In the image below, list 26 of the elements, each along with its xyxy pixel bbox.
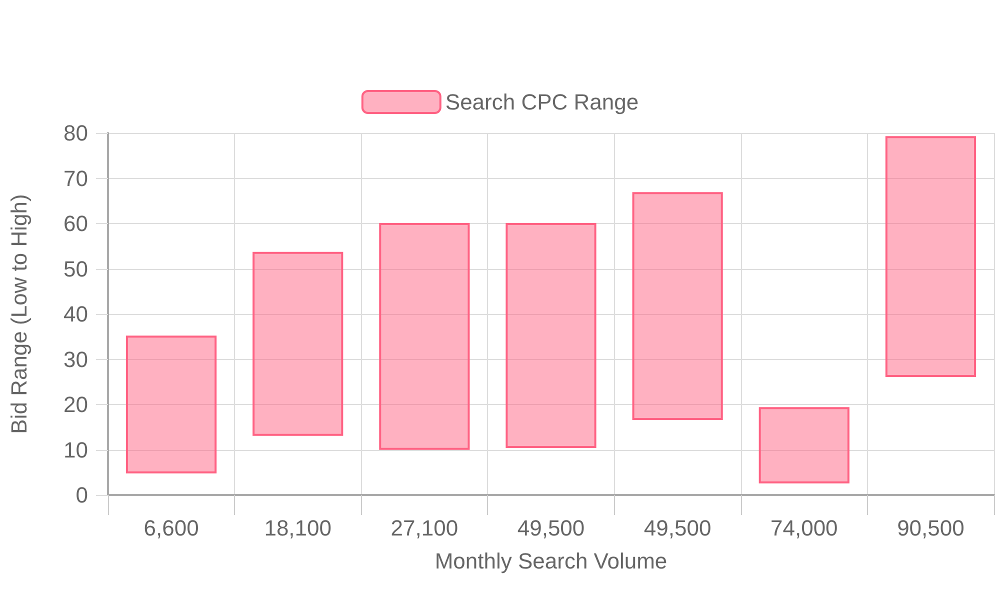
x-tick-label: 49,500 <box>517 516 585 540</box>
legend-label: Search CPC Range <box>445 90 639 114</box>
x-tick-label: 18,100 <box>264 516 332 540</box>
y-tick-label: 20 <box>64 392 88 417</box>
y-tick-label: 50 <box>64 256 88 282</box>
x-tick-label: 90,500 <box>897 516 964 540</box>
bar <box>126 336 217 474</box>
bar <box>885 136 976 377</box>
x-tick-label: 49,500 <box>644 516 712 540</box>
bar <box>379 222 470 450</box>
bar <box>758 407 850 484</box>
x-tick-label: 6,600 <box>144 516 199 540</box>
y-tick-label: 30 <box>64 346 88 372</box>
y-tick-label: 70 <box>64 166 88 191</box>
x-tick-label: 74,000 <box>770 516 838 540</box>
x-axis-title: Monthly Search Volume <box>434 548 668 574</box>
y-tick-label: 0 <box>76 482 88 508</box>
y-tick-label: 10 <box>64 437 88 462</box>
bar <box>252 252 344 436</box>
y-tick-label: 60 <box>64 211 88 236</box>
y-axis-title: Bid Range (Low to High) <box>6 194 32 434</box>
bar <box>632 192 723 420</box>
y-tick-label: 40 <box>64 302 88 326</box>
x-tick-label: 27,100 <box>390 516 458 540</box>
y-tick-label: 80 <box>64 120 88 146</box>
bar <box>506 222 596 448</box>
